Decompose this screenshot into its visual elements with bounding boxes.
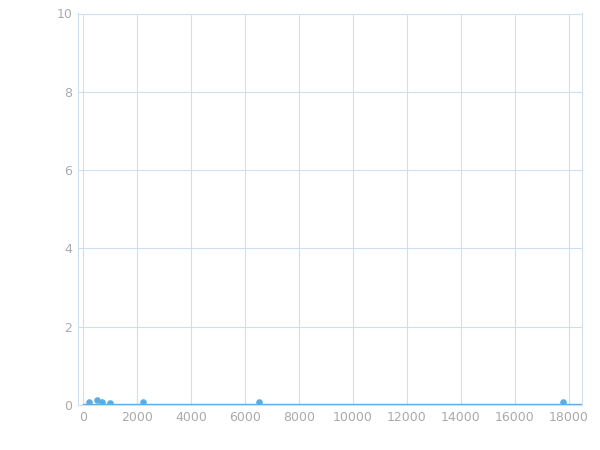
Point [559,399,568,406]
Point [92,397,101,404]
Point [97,398,107,405]
Point [106,399,115,406]
Point [138,398,148,405]
Point [84,398,94,405]
Point [254,399,263,406]
